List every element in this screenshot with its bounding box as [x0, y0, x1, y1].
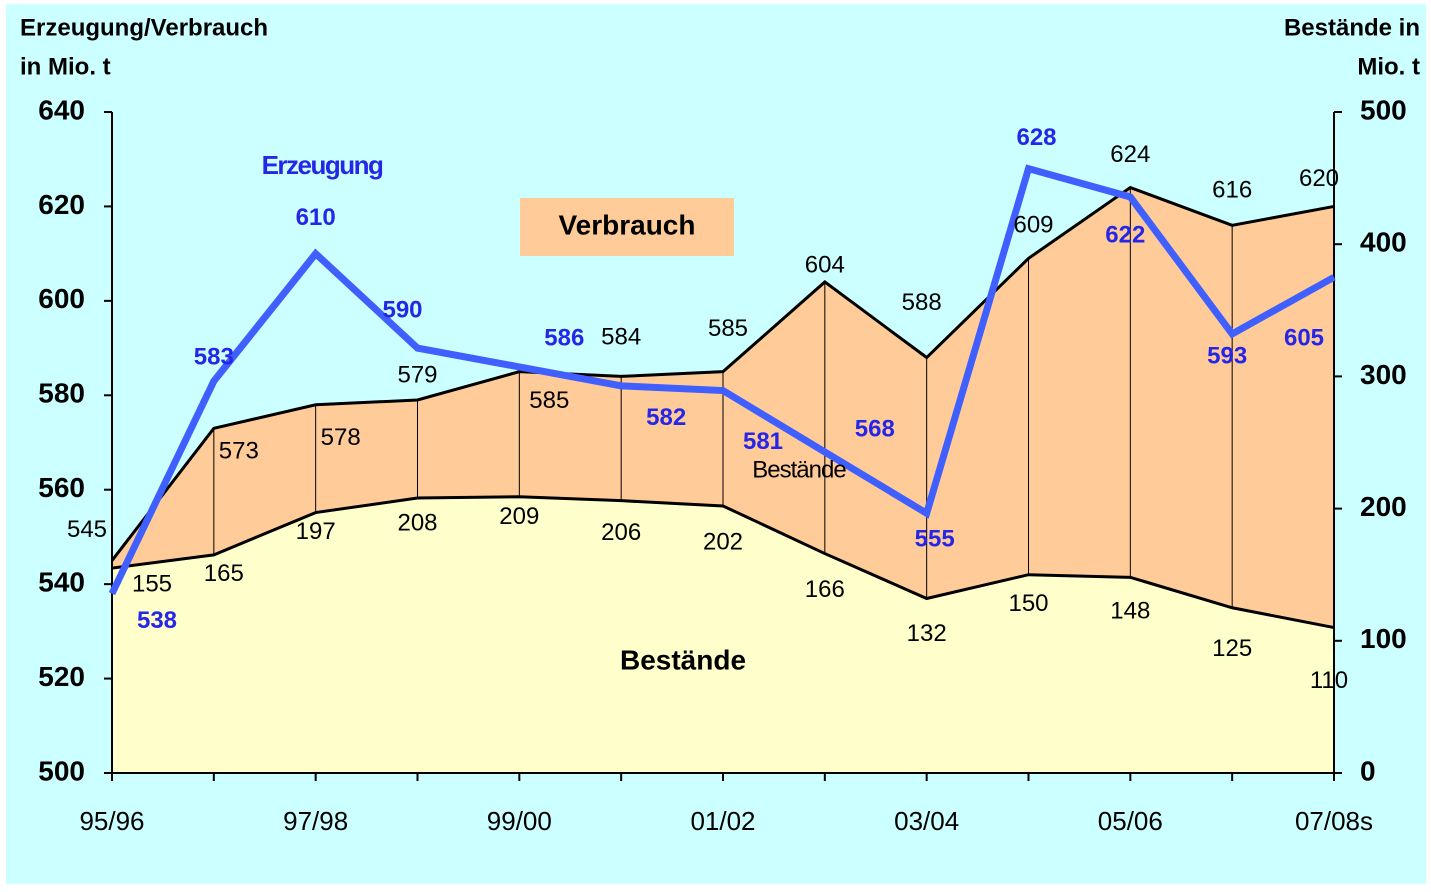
bestaende-label: 150 — [1008, 590, 1048, 617]
bestaende-label: 165 — [204, 560, 244, 587]
bestaende-label: 148 — [1110, 598, 1150, 625]
verbrauch-line — [110, 185, 1335, 562]
annotation: Erzeugung — [262, 150, 383, 180]
verbrauch-label: 573 — [219, 438, 259, 465]
verbrauch-label: 584 — [601, 324, 641, 351]
bestaende-line — [111, 495, 1335, 630]
verbrauch-label: 578 — [321, 424, 361, 451]
verbrauch-label: 545 — [67, 516, 107, 543]
verbrauch-label: 579 — [397, 361, 437, 388]
bestaende-label: 166 — [805, 576, 845, 603]
y-tick-label: 580 — [38, 378, 85, 409]
verbrauch-label: 624 — [1110, 141, 1150, 168]
y-axis-title: in Mio. t — [20, 53, 111, 80]
bestaende-label: 208 — [397, 509, 437, 536]
verbrauch-label: 616 — [1212, 177, 1252, 204]
annotation-box — [520, 198, 734, 256]
y2-tick-label: 400 — [1360, 227, 1407, 258]
y2-axis-title: Mio. t — [1357, 53, 1420, 80]
bestaende-label: 197 — [296, 518, 336, 545]
erzeugung-label: 622 — [1105, 221, 1145, 248]
verbrauch-label: 620 — [1299, 165, 1339, 192]
erzeugung-label: 583 — [194, 343, 234, 370]
erzeugung-label: 610 — [296, 204, 336, 231]
y-tick-label: 600 — [38, 283, 85, 314]
x-tick-label: 05/06 — [1098, 806, 1163, 836]
bestaende-label: 202 — [703, 528, 743, 555]
x-tick-label: 07/08s — [1295, 806, 1373, 836]
erzeugung-label: 605 — [1284, 325, 1324, 352]
annotation: Verbrauch — [559, 209, 696, 240]
erzeugung-label: 628 — [1016, 124, 1056, 151]
erzeugung-label: 555 — [915, 526, 955, 553]
y-tick-label: 620 — [38, 189, 85, 220]
y-tick-label: 520 — [38, 661, 85, 692]
y2-tick-label: 300 — [1360, 359, 1407, 390]
bestaende-area — [112, 496, 1334, 773]
y2-tick-label: 0 — [1360, 755, 1376, 786]
erzeugung-label: 582 — [646, 404, 686, 431]
y2-tick-label: 200 — [1360, 491, 1407, 522]
verbrauch-label: 609 — [1013, 212, 1053, 239]
bestaende-label: 209 — [499, 503, 539, 530]
y-tick-label: 560 — [38, 472, 85, 503]
y-tick-label: 640 — [38, 94, 85, 125]
verbrauch-label: 604 — [805, 251, 845, 278]
erzeugung-label: 538 — [137, 607, 177, 634]
x-tick-label: 99/00 — [487, 806, 552, 836]
erzeugung-line — [108, 164, 1336, 596]
verbrauch-label: 585 — [708, 315, 748, 342]
bestaende-label: 206 — [601, 519, 641, 546]
y2-tick-label: 100 — [1360, 623, 1407, 654]
x-tick-label: 95/96 — [79, 806, 144, 836]
x-tick-label: 01/02 — [690, 806, 755, 836]
y-axis-title: Erzeugung/Verbrauch — [20, 14, 268, 41]
erzeugung-label: 590 — [382, 296, 422, 323]
annotation: Bestände — [752, 456, 846, 483]
erzeugung-label: 568 — [855, 415, 895, 442]
verbrauch-label: 588 — [902, 289, 942, 316]
bestaende-label: 110 — [1310, 667, 1348, 694]
erzeugung-label: 593 — [1207, 342, 1247, 369]
erzeugung-label: 586 — [544, 324, 584, 351]
y2-axis-title: Bestände in — [1284, 14, 1420, 41]
y2-tick-label: 500 — [1360, 94, 1407, 125]
erzeugung-label: 581 — [743, 428, 783, 455]
verbrauch-label: 585 — [529, 387, 569, 414]
x-tick-label: 03/04 — [894, 806, 959, 836]
bestaende-label: 155 — [132, 570, 172, 597]
y-tick-label: 500 — [38, 755, 85, 786]
annotation: Bestände — [620, 644, 746, 675]
x-tick-label: 97/98 — [283, 806, 348, 836]
bestaende-label: 132 — [907, 620, 947, 647]
bestaende-label: 125 — [1212, 635, 1252, 662]
y-tick-label: 540 — [38, 567, 85, 598]
